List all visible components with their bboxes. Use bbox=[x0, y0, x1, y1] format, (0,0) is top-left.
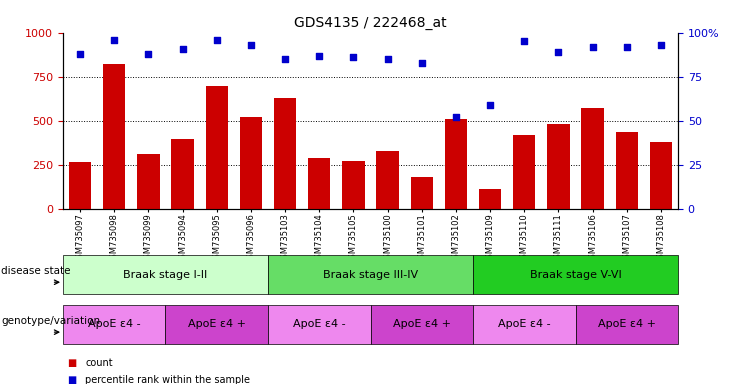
Text: ApoE ε4 +: ApoE ε4 + bbox=[187, 319, 246, 329]
Text: Braak stage V-VI: Braak stage V-VI bbox=[530, 270, 622, 280]
Bar bbox=[103, 65, 125, 209]
Bar bbox=[445, 119, 467, 209]
Text: ■: ■ bbox=[67, 358, 76, 368]
Bar bbox=[308, 158, 330, 209]
Bar bbox=[616, 132, 638, 209]
Point bbox=[74, 51, 86, 57]
Point bbox=[176, 45, 188, 51]
Title: GDS4135 / 222468_at: GDS4135 / 222468_at bbox=[294, 16, 447, 30]
Text: Braak stage III-IV: Braak stage III-IV bbox=[323, 270, 418, 280]
Point bbox=[484, 102, 496, 108]
Bar bbox=[69, 162, 91, 209]
Point bbox=[210, 36, 222, 43]
Bar bbox=[411, 177, 433, 209]
Bar bbox=[548, 124, 570, 209]
Bar bbox=[376, 151, 399, 209]
Bar bbox=[582, 108, 604, 209]
Point bbox=[382, 56, 393, 62]
Text: ApoE ε4 +: ApoE ε4 + bbox=[598, 319, 656, 329]
Text: ApoE ε4 +: ApoE ε4 + bbox=[393, 319, 451, 329]
Bar bbox=[206, 86, 227, 209]
Text: Braak stage I-II: Braak stage I-II bbox=[123, 270, 207, 280]
Point bbox=[245, 42, 257, 48]
Text: ApoE ε4 -: ApoE ε4 - bbox=[293, 319, 345, 329]
Bar bbox=[342, 161, 365, 209]
Bar bbox=[514, 135, 535, 209]
Bar bbox=[137, 154, 159, 209]
Bar bbox=[479, 189, 501, 209]
Point bbox=[348, 54, 359, 60]
Text: percentile rank within the sample: percentile rank within the sample bbox=[85, 375, 250, 384]
Point bbox=[313, 53, 325, 59]
Point bbox=[142, 51, 154, 57]
Text: ApoE ε4 -: ApoE ε4 - bbox=[88, 319, 141, 329]
Point bbox=[518, 38, 530, 45]
Text: genotype/variation: genotype/variation bbox=[1, 316, 101, 326]
Bar bbox=[240, 118, 262, 209]
Point bbox=[553, 49, 565, 55]
Text: ■: ■ bbox=[67, 375, 76, 384]
Bar bbox=[650, 142, 672, 209]
Point bbox=[621, 44, 633, 50]
Bar bbox=[274, 98, 296, 209]
Point bbox=[655, 42, 667, 48]
Text: disease state: disease state bbox=[1, 266, 71, 276]
Point bbox=[108, 36, 120, 43]
Text: count: count bbox=[85, 358, 113, 368]
Bar bbox=[171, 139, 193, 209]
Point bbox=[416, 60, 428, 66]
Point bbox=[587, 44, 599, 50]
Point bbox=[279, 56, 291, 62]
Text: ApoE ε4 -: ApoE ε4 - bbox=[498, 319, 551, 329]
Point bbox=[450, 114, 462, 121]
